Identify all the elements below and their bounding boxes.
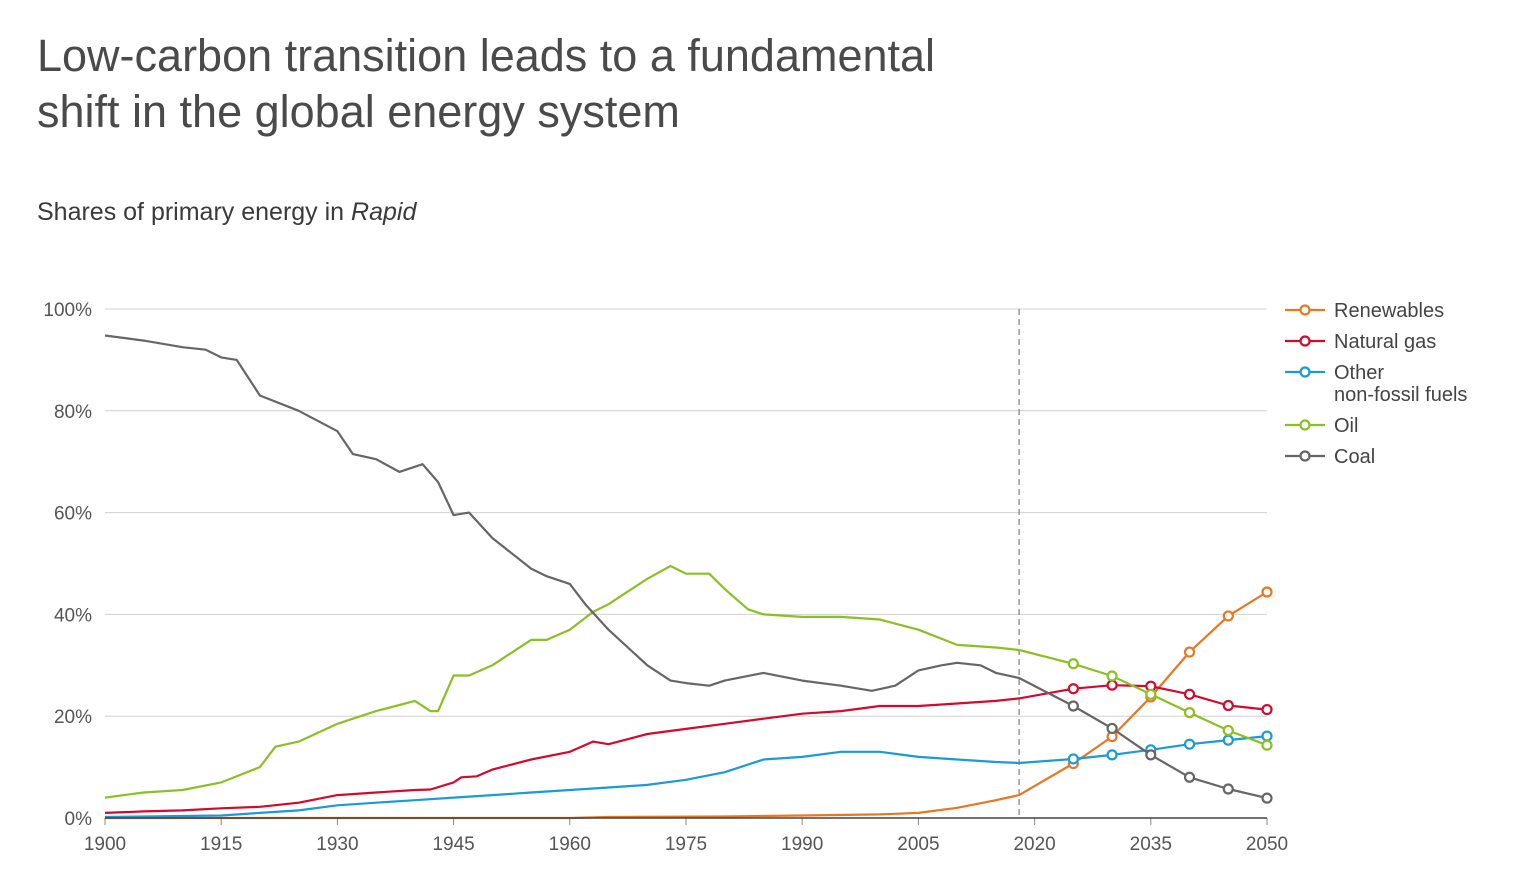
series-line-other-non-fossil-fuels	[104, 735, 1268, 819]
y-tick-label: 80%	[54, 402, 92, 423]
x-tick-label: 2035	[1130, 834, 1172, 855]
legend-item-coal: Coal	[1285, 446, 1375, 468]
data-point-other-non-fossil-fuels	[1183, 738, 1196, 750]
subtitle-text: Shares of primary energy in	[37, 198, 352, 226]
y-tick-label: 60%	[54, 504, 92, 525]
data-point-natural-gas	[1067, 683, 1079, 695]
data-point-other-non-fossil-fuels	[1261, 730, 1273, 742]
data-point-coal	[1106, 722, 1118, 735]
chart-title: Low-carbon transition leads to a fundame…	[37, 28, 1137, 140]
data-point-oil	[1067, 658, 1079, 670]
legend-label: non-fossil fuels	[1334, 384, 1467, 406]
y-tick-label: 0%	[65, 809, 93, 830]
legend-item-natural-gas: Natural gas	[1285, 331, 1436, 353]
y-tick-label: 20%	[54, 707, 92, 728]
x-tick-label: 1900	[84, 834, 126, 855]
series-line-oil	[104, 564, 1268, 799]
data-point-coal	[1183, 771, 1196, 783]
data-point-oil	[1106, 670, 1118, 682]
data-point-renewables	[1261, 586, 1273, 598]
data-point-coal	[1145, 749, 1157, 761]
legend-marker-icon	[1299, 304, 1311, 316]
x-tick-label: 2005	[897, 834, 939, 855]
subtitle-scenario: Rapid	[351, 198, 417, 226]
data-point-oil	[1261, 739, 1273, 751]
x-tick-label: 1960	[549, 834, 591, 855]
legend-marker-icon	[1299, 450, 1311, 462]
legend-label: Other	[1334, 362, 1384, 384]
legend-marker-icon	[1299, 335, 1311, 347]
chart-title-line-2: shift in the global energy system	[37, 86, 680, 137]
legend-item-oil: Oil	[1285, 415, 1358, 437]
data-point-oil	[1145, 688, 1157, 700]
data-point-coal	[1067, 700, 1079, 712]
data-point-natural-gas	[1183, 688, 1196, 700]
data-point-coal	[1261, 792, 1273, 804]
gridlines	[104, 308, 1268, 825]
series-line-renewables	[105, 591, 1268, 820]
legend-marker-icon	[1299, 366, 1311, 378]
series-lines	[104, 334, 1273, 820]
data-point-renewables	[1183, 646, 1196, 658]
legend-label: Oil	[1334, 415, 1358, 437]
chart-subtitle: Shares of primary energy in Rapid	[37, 198, 416, 227]
data-point-natural-gas	[1222, 699, 1234, 712]
y-axis-tick-labels: 0% 20% 40% 60% 80% 100%	[43, 300, 92, 830]
data-point-natural-gas	[1106, 679, 1118, 691]
legend-item-renewables: Renewables	[1285, 300, 1444, 322]
x-axis-tick-labels: 1900 1915 1930 1945 1960 1975 1990 2005 2020 2035…	[84, 834, 1288, 855]
data-point-oil	[1183, 707, 1196, 719]
x-tick-label: 2050	[1246, 834, 1288, 855]
chart-title-line-1: Low-carbon transition leads to a fundame…	[37, 30, 936, 81]
legend-marker-icon	[1299, 419, 1311, 431]
x-tick-label: 2020	[1013, 834, 1055, 855]
data-point-coal	[1222, 783, 1234, 795]
x-tick-label: 1915	[200, 834, 242, 855]
y-tick-label: 100%	[43, 300, 92, 321]
x-tick-label: 1945	[432, 834, 474, 855]
legend-label: Renewables	[1334, 300, 1444, 322]
x-tick-label: 1990	[781, 834, 823, 855]
data-point-other-non-fossil-fuels	[1106, 749, 1118, 761]
x-tick-label: 1975	[665, 834, 707, 855]
data-point-renewables	[1222, 610, 1234, 622]
series-line-natural-gas	[104, 684, 1268, 814]
data-point-natural-gas	[1261, 703, 1273, 716]
legend-label: Natural gas	[1334, 331, 1436, 353]
legend-label: Coal	[1334, 446, 1375, 468]
x-tick-label: 1930	[316, 834, 358, 855]
data-point-other-non-fossil-fuels	[1222, 734, 1234, 746]
data-point-oil	[1222, 724, 1234, 737]
y-tick-label: 40%	[54, 605, 92, 626]
data-point-other-non-fossil-fuels	[1067, 753, 1079, 765]
series-line-coal	[104, 334, 1268, 800]
